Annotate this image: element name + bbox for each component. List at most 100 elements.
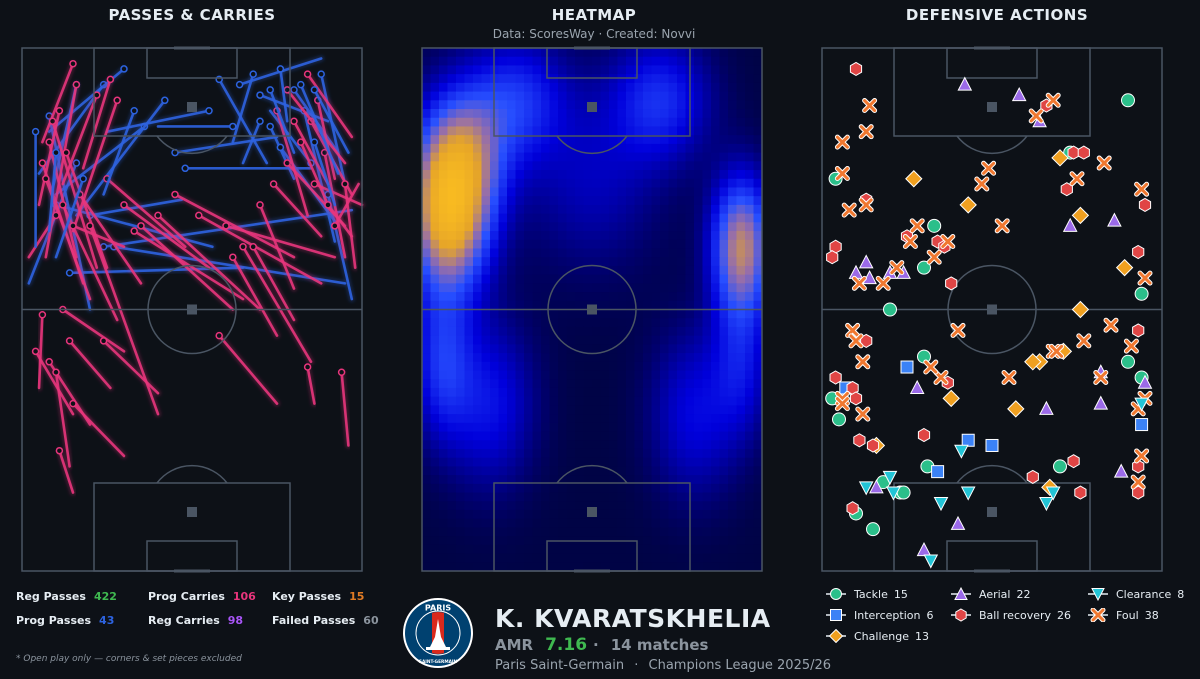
- heatmap-cell: [583, 335, 593, 345]
- heatmap-cell: [660, 231, 669, 241]
- interception-marker: [1135, 418, 1149, 432]
- heatmap-cell: [558, 431, 567, 441]
- heatmap-cell: [719, 544, 729, 555]
- heatmap-cell: [668, 213, 678, 223]
- heatmap-cell: [541, 292, 550, 302]
- heatmap-cell: [600, 152, 610, 162]
- heatmap-cell: [694, 440, 703, 450]
- heatmap-cell: [634, 509, 644, 520]
- heatmap-cell: [566, 440, 576, 450]
- heatmap-cell: [736, 353, 746, 363]
- ball-recovery-marker: [1138, 197, 1152, 212]
- prog_carry-start: [31, 347, 40, 356]
- heatmap-cell: [532, 300, 542, 310]
- heatmap-cell: [464, 492, 474, 502]
- heatmap-cell: [549, 553, 559, 563]
- heatmap-cell: [422, 518, 431, 528]
- heatmap-cell: [524, 204, 533, 215]
- heatmap-cell: [728, 222, 737, 232]
- heatmap-cell: [719, 213, 729, 223]
- heatmap-cell: [626, 518, 635, 528]
- heatmap-cell: [473, 248, 482, 258]
- heatmap-cell: [532, 475, 542, 485]
- heatmap-cell: [541, 353, 550, 363]
- heatmap-cell: [728, 109, 737, 119]
- heatmap-cell: [566, 222, 576, 232]
- heatmap-cell: [498, 431, 508, 441]
- heatmap-cell: [719, 466, 729, 476]
- heatmap-cell: [651, 492, 661, 502]
- heatmap-cell: [626, 475, 635, 485]
- heatmap-cell: [736, 562, 746, 572]
- heatmap-cell: [745, 457, 754, 467]
- heatmap-cell: [728, 475, 737, 485]
- heatmap-cell: [422, 143, 431, 154]
- heatmap-cell: [490, 361, 499, 372]
- penalty-arc-top: [556, 135, 628, 155]
- heatmap-cell: [541, 82, 550, 93]
- heatmap-cell: [481, 309, 491, 319]
- heatmap-cell: [600, 74, 610, 84]
- heatmap-cell: [583, 231, 593, 241]
- heatmap-cell: [583, 483, 593, 494]
- heatmap-cell: [473, 396, 482, 406]
- prog_carry-line: [251, 245, 296, 322]
- heatmap-cell: [660, 91, 669, 101]
- heatmap-cell: [753, 483, 763, 494]
- heatmap-cells: [422, 48, 763, 572]
- heatmap-cell: [592, 344, 601, 354]
- heatmap-cell: [532, 100, 542, 110]
- heatmap-cell: [600, 274, 610, 284]
- heatmap-cell: [549, 379, 559, 389]
- heatmap-cell: [651, 196, 661, 206]
- heatmap-cell: [711, 204, 720, 215]
- heatmap-cell: [711, 501, 720, 511]
- aerial-marker: [916, 541, 932, 557]
- aerial-marker: [909, 379, 925, 394]
- heatmap-cell: [532, 414, 542, 424]
- heatmap-cell: [566, 152, 576, 162]
- prog_carry-start: [341, 180, 349, 188]
- prog_carry-line: [37, 313, 44, 390]
- heatmap-cell: [728, 544, 737, 555]
- prog_carry-start: [52, 368, 60, 377]
- challenge-marker: [1007, 400, 1025, 418]
- heatmap-cell: [694, 91, 703, 101]
- heatmap-cell: [447, 562, 457, 572]
- heatmap-cell: [532, 466, 542, 476]
- heatmap-cell: [430, 475, 440, 485]
- defensive-actions-pitch: [821, 46, 1163, 573]
- heatmap-cell: [447, 414, 457, 424]
- heatmap-cell: [711, 396, 720, 406]
- heatmap-cell: [566, 553, 576, 563]
- heatmap-cell: [422, 56, 431, 66]
- heatmap-cell: [456, 353, 465, 363]
- heatmap-cell: [541, 344, 550, 354]
- heatmap-cell: [736, 457, 746, 467]
- heatmap-cell: [617, 492, 627, 502]
- heatmap-cell: [558, 353, 567, 363]
- heatmap-cell: [626, 483, 635, 494]
- heatmap-cell: [617, 309, 627, 319]
- heatmap-cell: [753, 204, 763, 215]
- heatmap-cell: [694, 483, 703, 494]
- heatmap-cell: [719, 204, 729, 215]
- heatmap-cell: [549, 170, 559, 180]
- heatmap-cell: [473, 457, 482, 467]
- ball-recovery-marker: [853, 433, 866, 448]
- heatmap-cell: [600, 344, 610, 354]
- prog_pass-start: [276, 143, 285, 152]
- heatmap-cell: [728, 48, 737, 58]
- heatmap-cell: [532, 379, 542, 389]
- heatmap-cell: [719, 126, 729, 136]
- heatmap-cell: [694, 335, 703, 345]
- heatmap-cell: [719, 143, 729, 154]
- heatmap-cell: [456, 213, 465, 223]
- heatmap-cell: [711, 135, 720, 145]
- heatmap-cell: [685, 196, 695, 206]
- heatmap-cell: [464, 335, 474, 345]
- six-yard-box-top: [146, 47, 238, 79]
- heatmap-cell: [464, 326, 474, 337]
- heatmap-cell: [532, 56, 542, 66]
- heatmap-cell: [719, 527, 729, 537]
